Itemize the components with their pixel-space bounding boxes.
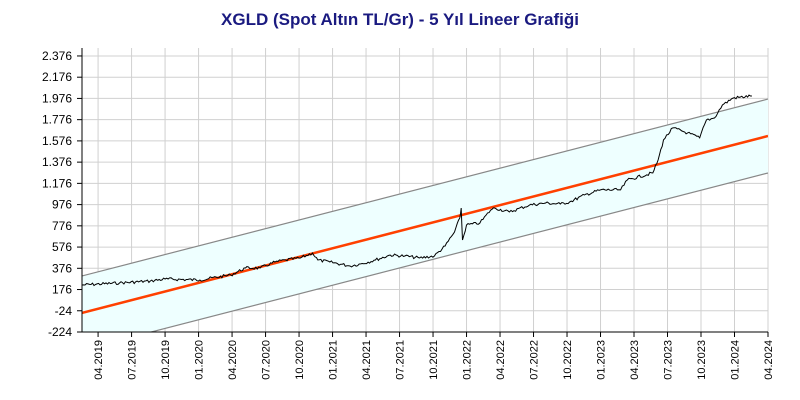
x-tick-label: 04.2019: [93, 340, 105, 380]
x-tick-label: 10.2023: [696, 340, 708, 380]
y-tick-label: 976: [52, 198, 72, 212]
x-tick-label: 04.2022: [495, 340, 507, 380]
y-tick-label: 1.576: [42, 134, 72, 148]
price-line: [82, 94, 752, 287]
x-tick-label: 01.2021: [328, 340, 340, 380]
x-tick-label: 04.2021: [361, 340, 373, 380]
x-tick-label: 04.2024: [763, 340, 775, 380]
x-tick-label: 10.2019: [160, 340, 172, 380]
x-tick-label: 04.2020: [227, 340, 239, 380]
y-tick-label: 776: [52, 219, 72, 233]
chart-title: XGLD (Spot Altın TL/Gr) - 5 Yıl Lineer G…: [221, 10, 579, 29]
x-tick-label: 01.2023: [596, 340, 608, 380]
x-tick-label: 01.2022: [462, 340, 474, 380]
y-tick-label: 1.976: [42, 91, 72, 105]
x-tick-label: 10.2020: [294, 340, 306, 380]
y-tick-label: 1.376: [42, 155, 72, 169]
channel-lower-line: [148, 172, 768, 332]
x-tick-label: 04.2023: [629, 340, 641, 380]
x-tick-label: 01.2024: [730, 340, 742, 380]
x-tick-label: 07.2019: [127, 340, 139, 380]
y-tick-label: -224: [48, 325, 72, 339]
y-tick-label: 1.176: [42, 176, 72, 190]
y-tick-label: 2.376: [42, 49, 72, 63]
y-tick-label: 176: [52, 283, 72, 297]
x-tick-label: 07.2022: [529, 340, 541, 380]
y-tick-label: -24: [55, 304, 73, 318]
x-tick-label: 10.2021: [428, 340, 440, 380]
y-tick-label: 1.776: [42, 113, 72, 127]
channel-upper-line: [82, 98, 768, 277]
x-tick-label: 01.2020: [194, 340, 206, 380]
y-tick-label: 376: [52, 261, 72, 275]
x-tick-label: 07.2023: [663, 340, 675, 380]
channel-group: [82, 94, 768, 332]
x-tick-label: 10.2022: [562, 340, 574, 380]
x-tick-label: 07.2021: [395, 340, 407, 380]
y-tick-label: 576: [52, 240, 72, 254]
channel-fill: [82, 99, 768, 332]
trend-line: [82, 134, 768, 315]
y-tick-label: 2.176: [42, 70, 72, 84]
x-tick-label: 07.2020: [261, 340, 273, 380]
